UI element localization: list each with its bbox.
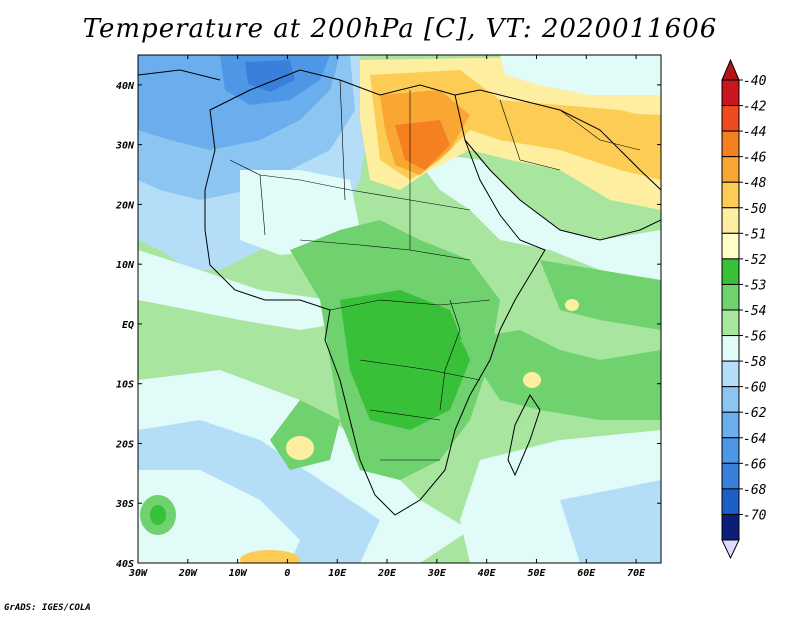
colorbar-top-cap — [721, 58, 740, 81]
colorbar-swatch — [721, 258, 740, 285]
lat-tick-label: 20S — [115, 439, 134, 450]
colorbar-label: -64 — [743, 432, 766, 447]
colorbar-bottom-cap — [721, 539, 740, 560]
latitude-axis: 40N 30N 20N 10N EQ 10S 20S 30S 40S — [115, 81, 661, 570]
colorbar-swatch — [721, 156, 740, 183]
colorbar-label: -68 — [743, 483, 767, 498]
colorbar-swatch — [721, 386, 740, 413]
lon-tick-label: 10E — [328, 568, 347, 579]
lat-tick-label: 40N — [116, 81, 135, 92]
lon-tick-label: 70E — [627, 568, 646, 579]
colorbar-label: -58 — [743, 355, 767, 370]
country-borders — [229, 79, 641, 461]
lon-tick-label: 50E — [527, 568, 546, 579]
colorbar-swatch — [721, 309, 740, 337]
colorbar-label: -52 — [743, 253, 767, 268]
lon-tick-label: 30W — [128, 568, 148, 579]
colorbar-swatch — [721, 207, 740, 234]
lat-tick-label: 20N — [115, 200, 135, 211]
colorbar-label: -44 — [743, 125, 766, 140]
colorbar-swatch — [721, 462, 740, 490]
colorbar-label: -70 — [743, 508, 767, 523]
colorbar-swatch — [721, 360, 740, 388]
lat-tick-label: 40S — [116, 559, 134, 570]
lon-tick-label: 10W — [229, 568, 248, 579]
colorbar-swatch — [721, 232, 740, 260]
colorbar-label: -56 — [743, 330, 767, 345]
colorbar-swatch — [721, 437, 740, 464]
colorbar-label: -60 — [743, 381, 767, 396]
lat-tick-label: 30S — [115, 499, 134, 510]
colorbar-swatch — [721, 283, 740, 311]
lat-tick-label: EQ — [122, 320, 134, 331]
colorbar-label: -40 — [743, 74, 767, 89]
colorbar-swatch — [721, 513, 740, 541]
colorbar-swatch — [721, 411, 740, 439]
colorbar-label: -62 — [743, 406, 767, 421]
map-frame — [137, 54, 662, 564]
colorbar-label: -50 — [743, 202, 767, 217]
colorbar-label: -51 — [743, 227, 766, 242]
temperature-field — [138, 55, 661, 563]
colorbar-label: -54 — [743, 304, 766, 319]
lat-tick-label: 10S — [116, 380, 134, 391]
lon-tick-label: 0 — [284, 568, 290, 579]
lon-tick-label: 20E — [377, 568, 397, 579]
colorbar-swatch — [721, 79, 740, 107]
colorbar-label: -48 — [743, 176, 767, 191]
lon-tick-label: 60E — [577, 568, 596, 579]
lon-tick-label: 30E — [427, 568, 447, 579]
lon-tick-label: 20W — [178, 568, 198, 579]
colorbar-swatch — [721, 181, 740, 209]
colorbar-label: -53 — [743, 278, 766, 293]
lat-tick-label: 10N — [116, 260, 135, 271]
colorbar-swatch — [721, 335, 740, 362]
colorbar: -40 -42 -44 -46 -48 -50 -51 -52 -53 -54 -56 -58 -60 -… — [721, 58, 767, 560]
lon-tick-label: 40E — [478, 568, 497, 579]
lat-tick-label: 30N — [115, 141, 135, 152]
colorbar-swatch — [721, 105, 740, 132]
colorbar-label: -42 — [743, 100, 767, 115]
colorbar-swatch — [721, 488, 740, 515]
grads-credit: GrADS: IGES/COLA — [4, 603, 91, 613]
colorbar-label: -66 — [743, 457, 767, 472]
colorbar-swatch — [721, 130, 740, 158]
map-title: Temperature at 200hPa [C], VT: 202001160… — [82, 14, 718, 44]
longitude-axis: 30W 20W 10W 0 10E 20E 30E 40E 50E 60E 70E — [128, 55, 646, 579]
colorbar-label: -46 — [743, 151, 767, 166]
